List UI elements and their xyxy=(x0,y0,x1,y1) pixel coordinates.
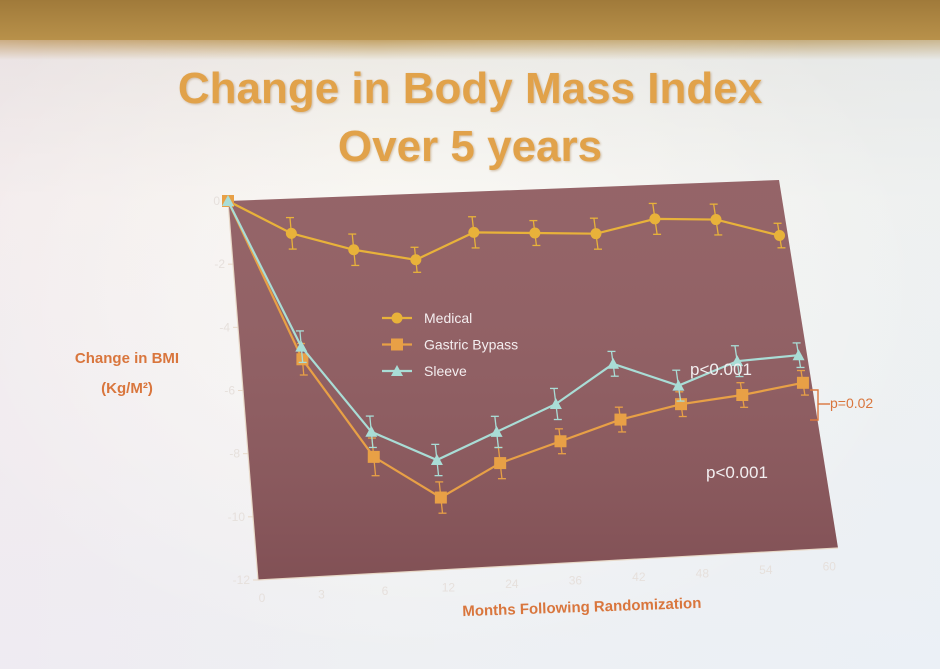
legend-label-sleeve: Sleeve xyxy=(424,363,467,379)
point-medical xyxy=(468,226,480,238)
y-axis-label-line2: (Kg/M²) xyxy=(101,380,153,397)
y-tick-label: -4 xyxy=(219,320,230,334)
point-medical xyxy=(649,213,661,225)
point-medical xyxy=(710,214,722,226)
point-medical xyxy=(774,230,786,242)
legend-marker-sleeve xyxy=(391,365,403,376)
legend-marker-medical xyxy=(391,312,403,324)
point-medical xyxy=(348,244,360,256)
point-sleeve xyxy=(731,355,744,367)
x-tick-label: 0 xyxy=(259,591,266,605)
point-sleeve xyxy=(222,195,234,206)
legend-marker-gastric-bypass xyxy=(391,338,403,351)
point-gastric-bypass xyxy=(796,376,809,389)
point-medical xyxy=(590,228,602,240)
point-sleeve xyxy=(490,425,503,437)
point-gastric-bypass xyxy=(434,491,447,504)
x-tick-label: 24 xyxy=(505,577,519,591)
point-sleeve xyxy=(295,340,308,352)
y-tick-label: 0 xyxy=(213,194,220,208)
x-tick-label: 54 xyxy=(759,563,773,577)
point-sleeve xyxy=(365,425,378,437)
annotation-bracket-p: p=0.02 xyxy=(830,395,873,411)
point-sleeve xyxy=(792,349,805,361)
y-tick-label: -8 xyxy=(229,447,240,461)
x-tick-label: 6 xyxy=(382,584,389,598)
x-tick-label: 48 xyxy=(696,566,710,580)
x-axis-line xyxy=(257,547,839,581)
y-tick-label: -12 xyxy=(233,573,251,587)
x-tick-label: 60 xyxy=(823,559,837,573)
y-axis-label-line1: Change in BMI xyxy=(74,350,180,367)
point-sleeve xyxy=(672,379,685,391)
point-gastric-bypass xyxy=(494,457,507,470)
x-tick-label: 42 xyxy=(632,570,646,584)
significance-bracket xyxy=(810,389,819,421)
slide-title-line1: Change in Body Mass Index xyxy=(177,64,763,113)
point-medical xyxy=(285,227,297,239)
y-tick-label: -2 xyxy=(214,257,225,271)
x-tick-label: 36 xyxy=(569,573,583,587)
point-gastric-bypass xyxy=(367,450,380,463)
y-tick-label: -6 xyxy=(224,384,235,398)
series-line-medical xyxy=(227,200,780,261)
annotation-bypass-p: p<0.001 xyxy=(706,463,768,482)
legend-label-gastric-bypass: Gastric Bypass xyxy=(424,337,518,353)
legend-label-medical: Medical xyxy=(424,310,472,326)
x-tick-label: 12 xyxy=(442,580,456,594)
annotation-sleeve-p: p<0.001 xyxy=(690,360,752,379)
slide-title-line2: Over 5 years xyxy=(337,122,603,171)
x-tick-label: 3 xyxy=(318,587,325,601)
point-gastric-bypass xyxy=(614,413,627,426)
point-gastric-bypass xyxy=(554,435,567,448)
point-sleeve xyxy=(430,454,443,466)
point-sleeve xyxy=(607,357,620,369)
point-gastric-bypass xyxy=(736,389,749,402)
x-axis-title: Months Following Randomization xyxy=(462,595,702,620)
series-line-sleeve xyxy=(227,200,799,462)
series-line-gastric-bypass xyxy=(227,200,804,499)
point-sleeve xyxy=(549,397,562,409)
y-tick-label: -10 xyxy=(228,510,246,524)
y-axis-label: Change in BMI (Kg/M²) xyxy=(52,344,202,404)
plot-area-shade xyxy=(228,180,838,580)
point-medical xyxy=(529,227,541,239)
point-medical xyxy=(410,254,422,266)
